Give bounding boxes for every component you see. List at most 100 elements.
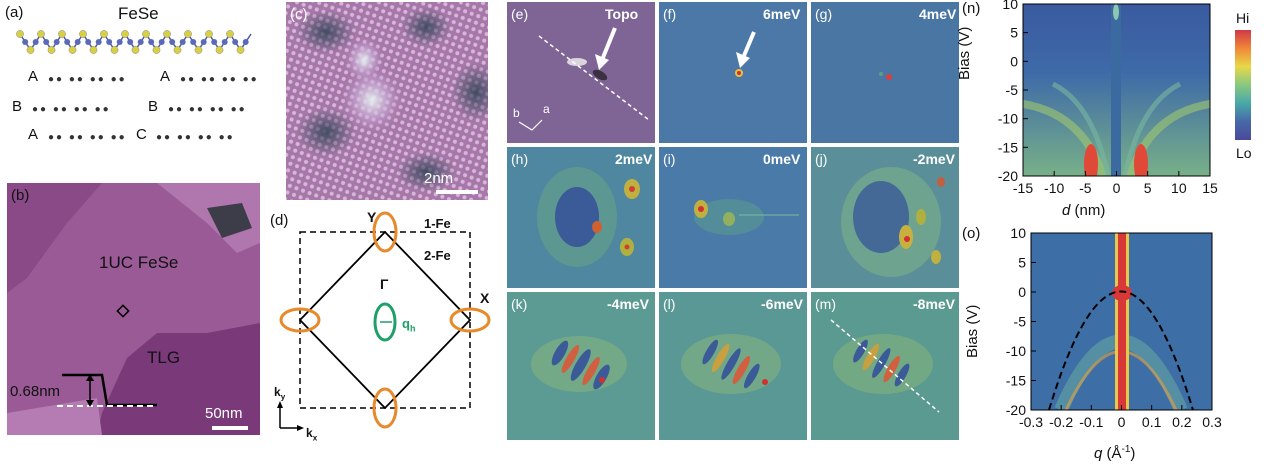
se-atom [110,46,119,54]
x-tick-label: -10 [1044,180,1064,196]
panel-c-image: (c) 2nm [286,2,488,200]
map-j: (j) -2meV [811,147,959,288]
x-tick-label: -0.3 [1019,414,1043,430]
y-tick-label: -10 [1006,343,1026,359]
x-tick-label: 0 [1113,180,1121,196]
fe-atom [242,39,249,45]
se-atom [37,30,45,38]
panel-o-label: (o) [962,225,981,242]
map-g-label: (g) [815,6,833,22]
gamma-point: Γ [380,276,389,292]
x-tick-label: 10 [1171,180,1187,196]
map-i: (i) 0meV [659,147,807,288]
qh-label: qh [402,316,415,334]
topo-image [507,2,655,143]
two-fe-label: 2-Fe [424,248,451,263]
x-tick-label: -15 [1013,180,1033,196]
se-atom [26,46,35,54]
x-tick-label: 0.1 [1142,414,1162,430]
se-atom [121,30,129,38]
panel-n-label: (n) [962,0,981,17]
fe-atom [106,39,113,45]
qh-sub: h [409,323,416,334]
x-tick-label: 5 [1144,180,1152,196]
se-atom [236,46,245,54]
map-k: (k) -4meV [507,292,655,440]
dots: ●● ●● ●● ●● [32,104,111,115]
panel-n-xlabel: d (nm) [1062,202,1105,219]
map-e: (e) Topo b a [507,2,655,143]
y-tick-label: -15 [1006,373,1026,389]
fe-atom [43,39,50,45]
se-atom [194,46,203,54]
stack-a1: A [28,68,39,85]
substrate-label: TLG [147,348,181,367]
se-atom [184,30,192,38]
stack-a3: A [28,126,39,143]
panel-a-label: (a) [5,4,24,21]
se-atom [215,46,224,54]
y-tick-label: -20 [1006,402,1026,418]
se-atom [131,46,140,54]
map-h: (h) 2meV [507,147,655,288]
map-f-image [735,31,756,77]
se-atom [100,30,108,38]
fe-atom [190,39,197,45]
ky-label: ky [274,385,285,401]
map-j-energy: -2meV [913,151,956,167]
scalebar-label: 2nm [424,170,454,187]
xlabel-sup: -1 [1121,444,1131,455]
fe-atom [158,39,165,45]
x-tick-label: 0 [1118,414,1126,430]
fe-atom [211,39,218,45]
se-atom [68,46,77,54]
terrace-map [7,183,260,435]
dots: ●● ●● ●● ●● [156,132,235,143]
panel-c-label: (c) [290,6,308,23]
brillouin-zone [277,211,491,431]
y-tick-label: -15 [998,139,1018,155]
film-label: 1UC FeSe [99,253,179,272]
se-atom [79,30,87,38]
fft-heatmap [1031,233,1212,410]
dots: ●● ●● ●● ●● [48,132,127,143]
map-k-energy: -4meV [607,296,650,312]
stack-a2: A [160,68,171,85]
y-tick-label: 10 [1002,0,1018,12]
stack-b2: B [148,98,159,115]
stack-c: C [136,126,147,143]
map-l-image [681,334,781,394]
map-k-label: (k) [511,296,528,312]
colorbar-lo: Lo [1236,145,1252,161]
axis-a-label: a [543,102,550,116]
fe-atom [32,39,39,45]
xlabel-end: ) [1130,445,1136,462]
map-m-energy: -8meV [913,296,956,312]
kx-label: kx [306,426,317,442]
se-atom [58,30,66,38]
map-f-energy: 6meV [763,6,801,22]
map-l-energy: -6meV [761,296,804,312]
fe-atom [221,39,228,45]
se-atom [16,30,24,38]
map-g: (g) 4meV [811,2,959,143]
map-l: (l) -6meV [659,292,807,440]
y-tick-label: -20 [998,168,1018,184]
map-e-energy: Topo [605,6,639,22]
x-tick-label: 0.3 [1202,414,1222,430]
x-tick-label: 15 [1202,180,1218,196]
fe-atom [127,39,134,45]
xlabel-unit: (Å [1102,445,1122,462]
fe-atom [74,39,81,45]
fe-atom [232,39,239,45]
map-m-image [830,319,940,413]
se-atom [226,30,234,38]
dots: ●● ●● ●● ●● [168,104,247,115]
x-tick-label: -5 [1079,180,1092,196]
se-atom [142,30,150,38]
axis-b-label: b [513,106,520,120]
se-atom [89,46,98,54]
one-fe-label: 1-Fe [424,216,451,231]
fe-atom [85,39,92,45]
